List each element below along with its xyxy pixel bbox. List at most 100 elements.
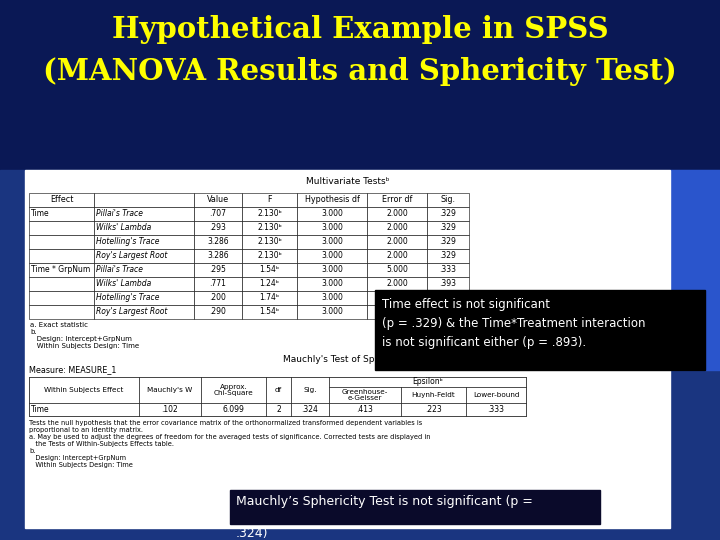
Text: 3.000: 3.000 <box>321 294 343 302</box>
Text: .295: .295 <box>210 266 226 274</box>
Text: 2.000: 2.000 <box>386 210 408 219</box>
Bar <box>29 263 94 277</box>
Text: 5.000: 5.000 <box>386 294 408 302</box>
Bar <box>367 291 427 305</box>
Bar <box>367 221 427 235</box>
Bar <box>94 207 194 221</box>
Text: Design: Intercept+GrpNum: Design: Intercept+GrpNum <box>30 336 132 342</box>
Text: .707: .707 <box>210 210 227 219</box>
Text: 3.286: 3.286 <box>207 238 229 246</box>
Text: .413: .413 <box>356 405 374 414</box>
Bar <box>367 193 427 207</box>
Bar <box>194 277 242 291</box>
Bar <box>194 249 242 263</box>
Text: Error df: Error df <box>382 195 412 205</box>
Bar <box>242 263 297 277</box>
Text: 3.000: 3.000 <box>321 307 343 316</box>
Text: Roy's Largest Root: Roy's Largest Root <box>96 252 167 260</box>
Bar <box>297 305 367 319</box>
Text: Wilks' Lambda: Wilks' Lambda <box>96 280 151 288</box>
Bar <box>139 403 201 416</box>
Bar <box>367 305 427 319</box>
Bar <box>427 249 469 263</box>
Bar <box>401 403 466 416</box>
Bar <box>367 235 427 249</box>
Bar <box>29 277 94 291</box>
Bar <box>25 170 670 528</box>
Bar <box>194 235 242 249</box>
Bar <box>297 235 367 249</box>
Bar <box>29 221 94 235</box>
Bar <box>242 305 297 319</box>
Bar <box>297 263 367 277</box>
Bar <box>242 235 297 249</box>
Text: (MANOVA Results and Sphericity Test): (MANOVA Results and Sphericity Test) <box>43 57 677 86</box>
Text: Mauchly's W: Mauchly's W <box>148 387 193 393</box>
Text: 3.000: 3.000 <box>321 224 343 233</box>
Text: 3.000: 3.000 <box>321 238 343 246</box>
Text: .329: .329 <box>440 252 456 260</box>
Text: Time: Time <box>31 210 50 219</box>
Text: .393: .393 <box>439 307 456 316</box>
Text: a. May be used to adjust the degrees of freedom for the averaged tests of signif: a. May be used to adjust the degrees of … <box>29 434 431 440</box>
Text: Roy's Largest Root: Roy's Largest Root <box>96 307 167 316</box>
Text: 1.54ᵇ: 1.54ᵇ <box>259 266 279 274</box>
Text: .333: .333 <box>487 405 505 414</box>
Bar <box>427 263 469 277</box>
Text: 2.000: 2.000 <box>386 307 408 316</box>
Bar <box>29 193 94 207</box>
Text: Hypothesis df: Hypothesis df <box>305 195 359 205</box>
Bar <box>29 377 139 403</box>
Bar <box>94 221 194 235</box>
Text: Tests the null hypothesis that the error covariance matrix of the orthonormalize: Tests the null hypothesis that the error… <box>29 420 422 426</box>
Text: Pillai's Trace: Pillai's Trace <box>96 266 143 274</box>
Bar <box>230 490 600 524</box>
Bar <box>427 277 469 291</box>
Text: a. Exact statistic: a. Exact statistic <box>30 322 88 328</box>
Bar <box>367 263 427 277</box>
Bar <box>427 221 469 235</box>
Bar <box>29 235 94 249</box>
Text: Huynh-Feldt: Huynh-Feldt <box>412 392 455 398</box>
Text: the Tests of Within-Subjects Effects table.: the Tests of Within-Subjects Effects tab… <box>29 441 174 447</box>
Bar <box>0 170 720 540</box>
Text: Mauchly's Test of Sphericityᵇ: Mauchly's Test of Sphericityᵇ <box>283 355 413 364</box>
Bar <box>466 403 526 416</box>
Text: 2.130ᵇ: 2.130ᵇ <box>257 224 282 233</box>
Text: 6.099: 6.099 <box>222 405 244 414</box>
Bar <box>297 277 367 291</box>
Bar <box>139 377 201 403</box>
Bar <box>367 207 427 221</box>
Bar <box>297 193 367 207</box>
Text: .333: .333 <box>439 266 456 274</box>
Bar <box>29 207 94 221</box>
Text: Within Subjects Effect: Within Subjects Effect <box>45 387 124 393</box>
Text: .329: .329 <box>440 238 456 246</box>
Bar <box>29 403 139 416</box>
Bar <box>367 249 427 263</box>
Text: 3.286: 3.286 <box>207 252 229 260</box>
Bar <box>94 193 194 207</box>
Text: Sig.: Sig. <box>441 195 456 205</box>
Bar <box>242 193 297 207</box>
Bar <box>329 403 401 416</box>
Text: Sig.: Sig. <box>303 387 317 393</box>
Bar <box>242 207 297 221</box>
Bar <box>194 305 242 319</box>
Text: Greenhouse-
e-Geisser: Greenhouse- e-Geisser <box>342 388 388 402</box>
Text: 1.24ᵇ: 1.24ᵇ <box>259 280 279 288</box>
Text: F: F <box>267 195 271 205</box>
Bar <box>401 387 466 403</box>
Text: .324: .324 <box>302 405 318 414</box>
Bar <box>329 377 526 387</box>
Text: 2.130ᵇ: 2.130ᵇ <box>257 238 282 246</box>
Text: Hotelling's Trace: Hotelling's Trace <box>96 294 160 302</box>
Bar <box>427 235 469 249</box>
Bar <box>427 291 469 305</box>
Bar <box>367 277 427 291</box>
Text: .329: .329 <box>440 224 456 233</box>
Bar <box>29 305 94 319</box>
Text: Within Subjects Design: Time: Within Subjects Design: Time <box>29 462 133 468</box>
Text: Hotelling's Trace: Hotelling's Trace <box>96 238 160 246</box>
Text: b.: b. <box>30 329 37 335</box>
